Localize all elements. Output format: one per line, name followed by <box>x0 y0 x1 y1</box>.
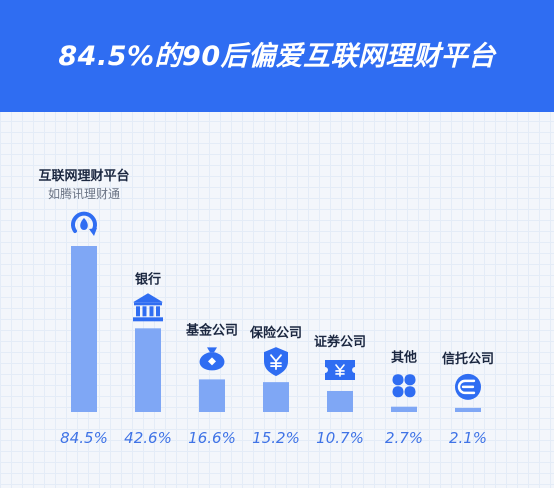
trust-e-icon <box>455 373 481 400</box>
value-label: 2.1% <box>449 429 487 447</box>
four-petal-icon <box>392 374 416 398</box>
category-sublabel: 如腾讯理财通 <box>48 186 120 201</box>
category-label: 互联网理财平台 <box>38 168 129 184</box>
bar-7 <box>455 407 481 412</box>
category-label: 信托公司 <box>442 351 494 367</box>
value-label: 16.6% <box>188 429 236 447</box>
title-banner: 84.5%的90后偏爱互联网理财平台 <box>0 0 554 112</box>
bank-icon <box>133 293 163 322</box>
bar-2 <box>135 328 161 412</box>
value-label: 15.2% <box>252 429 300 447</box>
value-label: 84.5% <box>60 429 108 447</box>
value-label: 42.6% <box>124 429 172 447</box>
category-label: 证券公司 <box>314 334 366 350</box>
value-label: 2.7% <box>385 429 423 447</box>
category-label: 银行 <box>135 271 161 287</box>
money-bag-icon <box>199 347 225 371</box>
wealth-app-icon <box>71 211 97 236</box>
bar-3 <box>199 379 225 412</box>
bar-5 <box>327 390 353 412</box>
category-label: 其他 <box>391 350 417 366</box>
category-label: 基金公司 <box>185 322 238 338</box>
bar-6 <box>391 406 417 412</box>
bar-1 <box>71 246 97 412</box>
value-label: 10.7% <box>316 429 364 447</box>
bar-4 <box>263 382 289 412</box>
shield-yuan-icon <box>264 347 288 377</box>
chart-title: 84.5%的90后偏爱互联网理财平台 <box>58 40 496 72</box>
ticket-yuan-icon <box>325 359 355 380</box>
category-label: 保险公司 <box>249 325 302 341</box>
